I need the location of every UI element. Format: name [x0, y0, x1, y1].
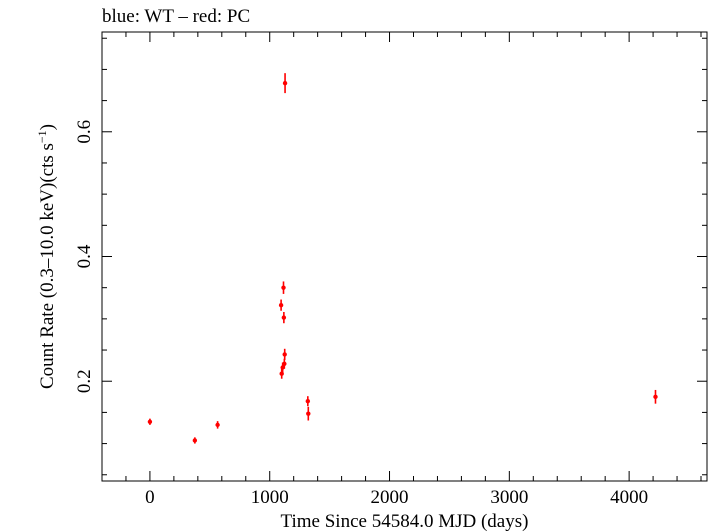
data-point — [147, 418, 153, 425]
data-point — [278, 299, 284, 311]
data-marker — [281, 285, 286, 290]
y-tick-label: 0.2 — [74, 369, 95, 393]
x-tick-label: 2000 — [371, 487, 409, 508]
data-point — [281, 281, 286, 294]
y-tick-label: 0.6 — [74, 120, 95, 144]
x-tick-label: 3000 — [490, 487, 528, 508]
data-marker — [282, 361, 287, 366]
chart-title: blue: WT – red: PC — [102, 6, 250, 27]
data-points — [147, 73, 658, 444]
y-axis-label-main: Count Rate (0.3–10.0 keV)(cts s — [37, 143, 58, 389]
data-point — [192, 437, 198, 444]
data-point — [215, 421, 220, 429]
data-point — [282, 348, 287, 361]
plot-frame — [101, 31, 708, 482]
x-axis-label: Time Since 54584.0 MJD (days) — [281, 511, 529, 532]
data-point — [281, 312, 287, 324]
data-marker — [306, 411, 311, 416]
x-tick-label: 0 — [145, 487, 155, 508]
data-marker — [279, 371, 284, 376]
data-marker — [653, 394, 658, 400]
x-axis-ticks — [101, 32, 702, 481]
data-point — [305, 396, 311, 407]
y-tick-label: 0.4 — [74, 244, 95, 268]
y-axis-ticks — [102, 37, 707, 476]
x-axis-tick-labels: 0 1000 2000 3000 4000 — [145, 487, 648, 508]
x-tick-label: 1000 — [251, 487, 289, 508]
data-marker — [282, 80, 288, 86]
y-axis-label-sup: −1 — [35, 130, 49, 143]
data-point — [282, 73, 288, 94]
data-point — [282, 358, 287, 369]
data-marker — [147, 419, 153, 424]
data-marker — [215, 422, 220, 428]
x-tick-label: 4000 — [610, 487, 648, 508]
y-axis-label-close: ) — [37, 124, 58, 130]
y-axis-label: Count Rate (0.3–10.0 keV)(cts s−1) — [35, 124, 58, 389]
data-marker — [278, 302, 284, 308]
data-marker — [305, 398, 311, 404]
data-marker — [281, 315, 287, 320]
data-point — [306, 406, 311, 421]
data-marker — [282, 352, 287, 357]
data-point — [653, 389, 658, 404]
data-point — [279, 368, 284, 379]
y-axis-tick-labels: 0.2 0.4 0.6 — [74, 120, 95, 393]
data-marker — [192, 438, 198, 443]
